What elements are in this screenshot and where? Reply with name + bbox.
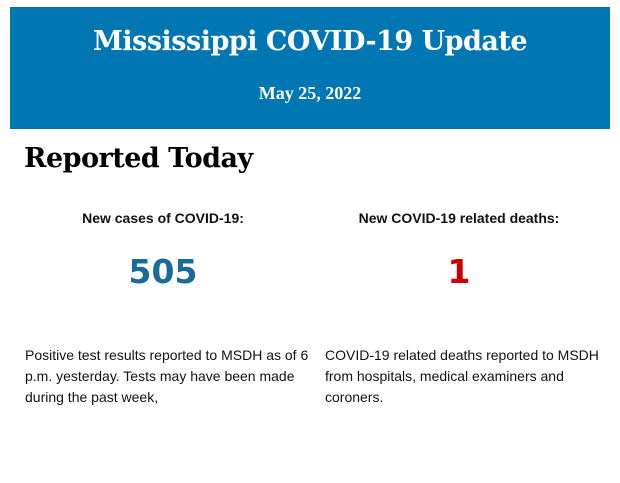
cases-label: New cases of COVID-19:	[82, 210, 244, 226]
deaths-label: New COVID-19 related deaths:	[358, 210, 560, 226]
header-banner: Mississippi COVID-19 Update May 25, 2022	[10, 7, 610, 129]
report-date: May 25, 2022	[258, 83, 362, 103]
page-title: Mississippi COVID-19 Update	[92, 26, 528, 57]
cases-value: 505	[128, 252, 198, 291]
section-title: Reported Today	[24, 143, 253, 174]
deaths-description: COVID-19 related deaths reported to MSDH…	[325, 347, 599, 405]
cases-description: Positive test results reported to MSDH a…	[25, 347, 309, 405]
deaths-stat: New COVID-19 related deaths: 1	[314, 210, 604, 291]
cases-stat: New cases of COVID-19: 505	[18, 210, 308, 291]
deaths-value: 1	[447, 252, 471, 291]
